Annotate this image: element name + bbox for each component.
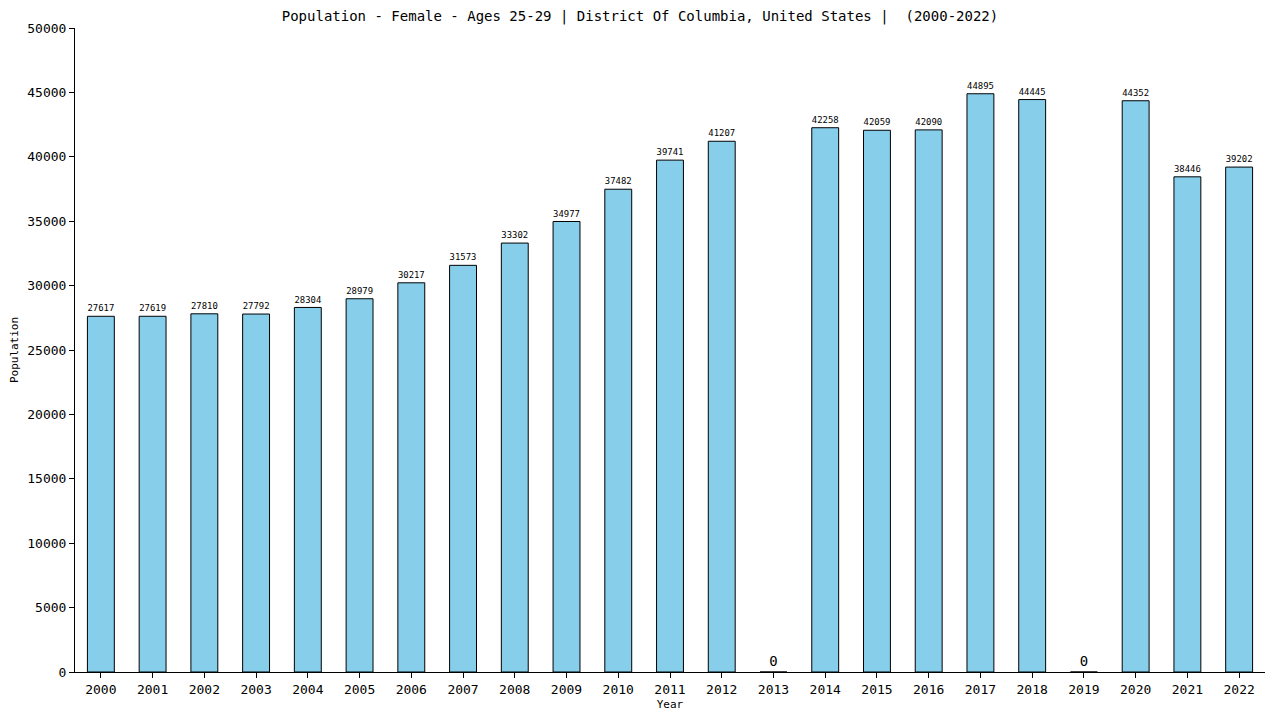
svg-text:44445: 44445 (1019, 87, 1046, 97)
svg-text:2004: 2004 (292, 682, 323, 697)
svg-text:2003: 2003 (240, 682, 271, 697)
svg-text:44895: 44895 (967, 81, 994, 91)
svg-text:2009: 2009 (551, 682, 582, 697)
svg-text:37482: 37482 (605, 176, 632, 186)
svg-text:20000: 20000 (27, 407, 66, 422)
svg-text:28304: 28304 (294, 295, 321, 305)
svg-text:0: 0 (59, 665, 67, 680)
svg-text:42258: 42258 (812, 115, 839, 125)
svg-text:2017: 2017 (965, 682, 996, 697)
svg-text:28979: 28979 (346, 286, 373, 296)
svg-text:2000: 2000 (85, 682, 116, 697)
svg-text:2022: 2022 (1223, 682, 1254, 697)
svg-text:2008: 2008 (499, 682, 530, 697)
svg-text:2014: 2014 (810, 682, 841, 697)
svg-text:39202: 39202 (1226, 154, 1253, 164)
svg-text:2012: 2012 (706, 682, 737, 697)
svg-text:10000: 10000 (27, 536, 66, 551)
svg-text:15000: 15000 (27, 471, 66, 486)
svg-text:2006: 2006 (396, 682, 427, 697)
svg-text:2019: 2019 (1068, 682, 1099, 697)
svg-text:40000: 40000 (27, 149, 66, 164)
svg-text:2005: 2005 (344, 682, 375, 697)
svg-text:50000: 50000 (27, 21, 66, 36)
svg-text:2021: 2021 (1172, 682, 1203, 697)
svg-text:2001: 2001 (137, 682, 168, 697)
svg-text:2015: 2015 (861, 682, 892, 697)
svg-text:Population - Female - Ages 25-: Population - Female - Ages 25-29 | Distr… (282, 8, 998, 25)
svg-text:45000: 45000 (27, 85, 66, 100)
svg-text:2020: 2020 (1120, 682, 1151, 697)
svg-text:30217: 30217 (398, 270, 425, 280)
svg-text:2002: 2002 (189, 682, 220, 697)
svg-text:27617: 27617 (87, 303, 114, 313)
svg-text:30000: 30000 (27, 278, 66, 293)
svg-text:2011: 2011 (654, 682, 685, 697)
svg-text:Population: Population (8, 317, 21, 383)
svg-text:41207: 41207 (708, 128, 735, 138)
svg-text:2007: 2007 (447, 682, 478, 697)
svg-text:27810: 27810 (191, 301, 218, 311)
svg-text:2018: 2018 (1017, 682, 1048, 697)
svg-text:35000: 35000 (27, 214, 66, 229)
svg-text:2013: 2013 (758, 682, 789, 697)
svg-text:27619: 27619 (139, 303, 166, 313)
svg-text:42090: 42090 (915, 117, 942, 127)
svg-text:31573: 31573 (450, 252, 477, 262)
svg-text:2016: 2016 (913, 682, 944, 697)
svg-text:33302: 33302 (501, 230, 528, 240)
svg-text:39741: 39741 (657, 147, 684, 157)
svg-text:42059: 42059 (864, 117, 891, 127)
svg-text:38446: 38446 (1174, 164, 1201, 174)
svg-text:44352: 44352 (1122, 88, 1149, 98)
svg-text:Year: Year (657, 698, 684, 711)
svg-text:0: 0 (769, 653, 777, 669)
svg-text:25000: 25000 (27, 343, 66, 358)
svg-text:2010: 2010 (603, 682, 634, 697)
svg-text:5000: 5000 (35, 600, 66, 615)
svg-text:0: 0 (1080, 653, 1088, 669)
svg-text:27792: 27792 (243, 301, 270, 311)
svg-text:34977: 34977 (553, 209, 580, 219)
